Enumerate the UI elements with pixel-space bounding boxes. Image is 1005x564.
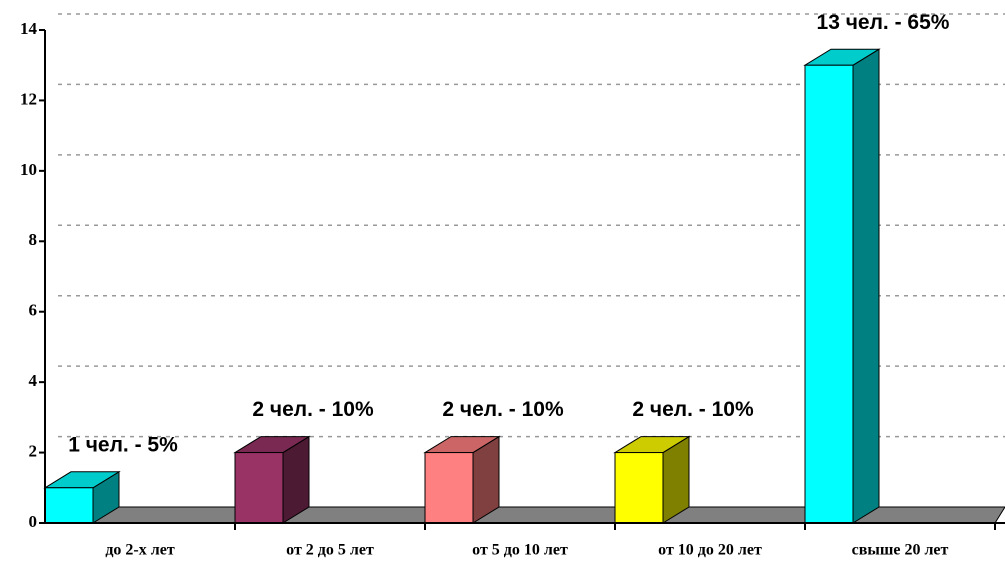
x-tick-label: свыше 20 лет: [852, 542, 949, 559]
y-tick-label: 0: [29, 512, 38, 531]
data-label: 2 чел. - 10%: [442, 398, 564, 421]
bar: [804, 64, 854, 524]
bar: [234, 452, 284, 524]
x-tick-label: от 5 до 10 лет: [472, 542, 568, 559]
data-label: 2 чел. - 10%: [252, 398, 374, 421]
y-tick-label: 6: [29, 301, 38, 320]
y-tick-label: 8: [29, 230, 38, 249]
y-tick-label: 14: [20, 19, 38, 38]
bar: [424, 452, 474, 524]
y-tick-label: 4: [29, 371, 38, 390]
y-tick-label: 2: [29, 441, 38, 460]
x-tick-label: от 2 до 5 лет: [286, 542, 374, 559]
data-label: 2 чел. - 10%: [632, 398, 754, 421]
bar-side: [852, 48, 880, 524]
data-label: 1 чел. - 5%: [68, 433, 178, 456]
x-tick-label: от 10 до 20 лет: [658, 542, 762, 559]
bar: [614, 452, 664, 524]
y-tick-label: 12: [20, 89, 37, 108]
y-tick-label: 10: [20, 160, 37, 179]
x-tick-label: до 2-х лет: [105, 542, 175, 559]
bar: [44, 487, 94, 524]
data-label: 13 чел. - 65%: [817, 11, 950, 34]
